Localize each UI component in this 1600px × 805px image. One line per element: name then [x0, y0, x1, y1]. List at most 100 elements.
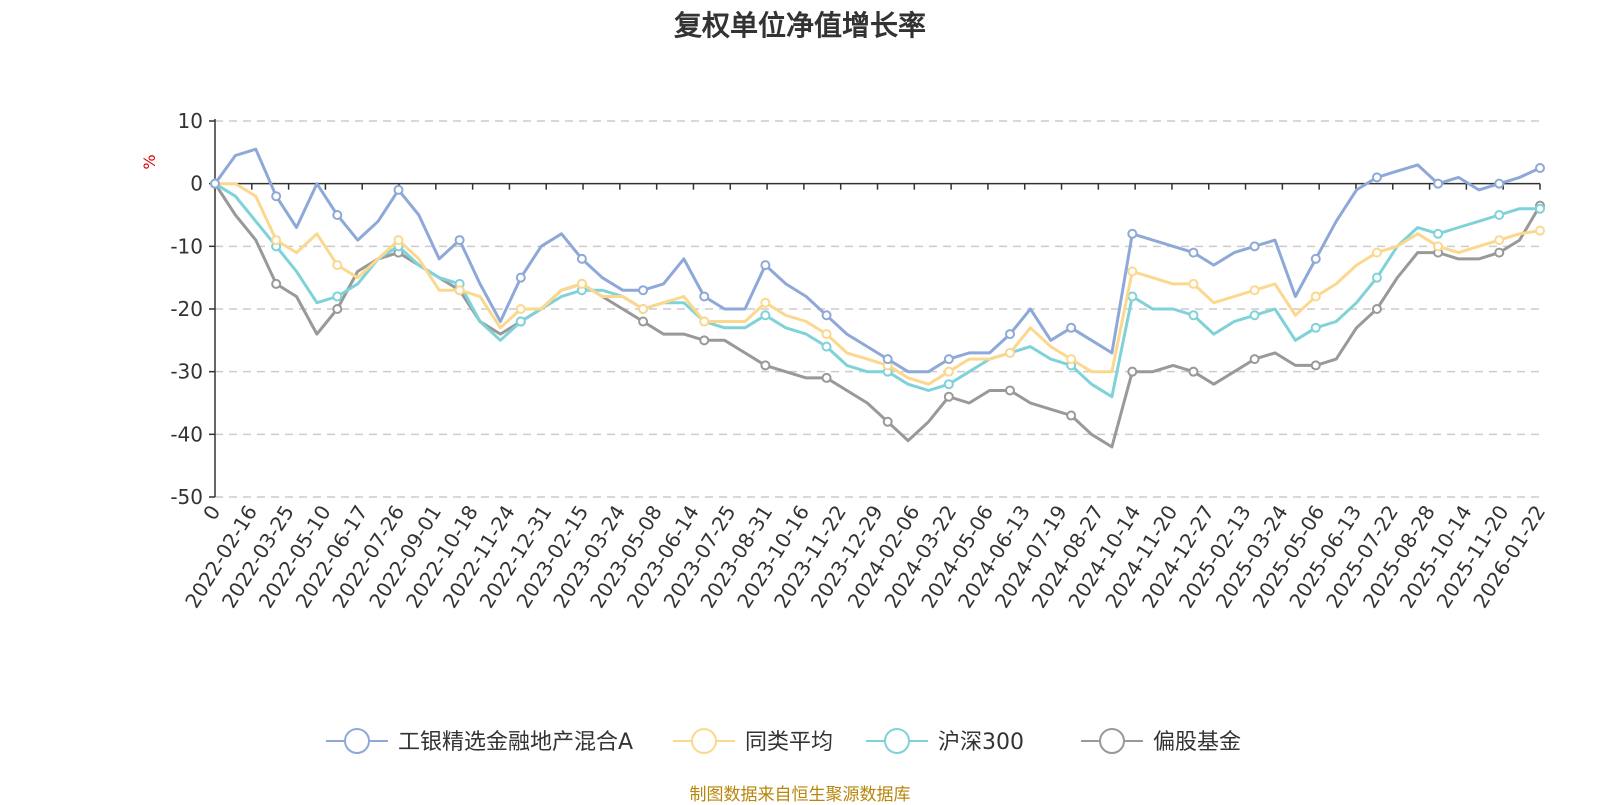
- series-0: [210, 147, 1545, 374]
- data-point: [1494, 247, 1505, 258]
- data-point: [1310, 253, 1321, 264]
- data-point: [821, 329, 832, 340]
- data-point: [1127, 228, 1138, 239]
- y-tick-label: -10: [170, 234, 203, 258]
- data-point: [332, 210, 343, 220]
- data-point: [699, 291, 710, 302]
- legend: 工银精选金融地产混合A 同类平均 沪深300 偏股基金: [326, 728, 1241, 755]
- y-tick-label: -20: [170, 297, 203, 321]
- data-point: [1249, 241, 1260, 252]
- data-point: [1249, 310, 1260, 321]
- legend-item[interactable]: 沪深300: [866, 728, 1024, 755]
- y-axis-label: %: [140, 154, 159, 169]
- data-point: [1494, 178, 1505, 189]
- series-lines: [210, 147, 1545, 449]
- data-point: [271, 278, 282, 289]
- y-tick-label: 0: [190, 172, 203, 196]
- data-point: [1066, 322, 1077, 333]
- y-tick-label: -40: [170, 422, 203, 446]
- data-point: [454, 235, 465, 246]
- series-2: [210, 178, 1545, 399]
- data-point: [1371, 304, 1382, 314]
- data-point: [1310, 322, 1321, 333]
- series-line: [213, 147, 1541, 374]
- data-point: [1188, 310, 1199, 321]
- data-point: [760, 260, 771, 271]
- data-point: [638, 316, 649, 327]
- data-source-footer: 制图数据来自恒生聚源数据库: [689, 785, 911, 805]
- data-point: [760, 360, 771, 371]
- legend-item[interactable]: 工银精选金融地产混合A: [326, 728, 633, 755]
- series-1: [210, 178, 1545, 386]
- data-point: [271, 235, 282, 246]
- data-point: [271, 191, 282, 202]
- data-point: [1535, 225, 1545, 236]
- data-point: [943, 391, 954, 402]
- legend-item[interactable]: 偏股基金: [1081, 728, 1241, 755]
- data-point: [760, 310, 771, 321]
- data-point: [1535, 163, 1545, 173]
- data-point: [1249, 285, 1260, 296]
- data-point: [760, 297, 771, 308]
- data-point: [332, 291, 343, 302]
- chart-title: 复权单位净值增长率: [673, 9, 926, 42]
- data-point: [638, 285, 649, 296]
- data-point: [515, 316, 526, 327]
- legend-label: 同类平均: [745, 730, 833, 755]
- data-point: [454, 285, 465, 296]
- data-point: [576, 278, 587, 289]
- data-point: [1005, 329, 1015, 340]
- data-point: [1535, 203, 1545, 214]
- x-tick-label: 0: [198, 501, 225, 525]
- data-point: [1371, 247, 1382, 258]
- data-point: [393, 184, 404, 195]
- data-point: [1127, 266, 1138, 277]
- data-point: [1433, 241, 1444, 252]
- data-point: [1066, 410, 1077, 421]
- data-point: [1188, 278, 1199, 289]
- data-point: [882, 354, 893, 365]
- data-point: [1127, 366, 1138, 377]
- data-point: [943, 379, 954, 390]
- data-point: [699, 335, 710, 346]
- data-point: [1494, 210, 1505, 220]
- data-point: [1310, 291, 1321, 302]
- data-point: [943, 354, 954, 365]
- legend-label: 工银精选金融地产混合A: [398, 730, 633, 755]
- data-point: [332, 304, 343, 314]
- data-point: [576, 253, 587, 264]
- data-point: [332, 260, 343, 271]
- data-point: [1494, 235, 1505, 246]
- data-point: [210, 178, 220, 189]
- data-point: [821, 341, 832, 352]
- legend-label: 偏股基金: [1153, 730, 1241, 755]
- data-point: [638, 304, 649, 314]
- data-point: [1127, 291, 1138, 302]
- y-tick-label: -50: [170, 485, 203, 509]
- data-point: [393, 235, 404, 246]
- y-tick-label: 10: [178, 109, 203, 133]
- data-point: [1249, 354, 1260, 365]
- legend-label: 沪深300: [938, 730, 1024, 755]
- data-point: [1188, 366, 1199, 377]
- data-point: [1310, 360, 1321, 371]
- grid-lines: [215, 120, 1540, 498]
- data-point: [1005, 385, 1015, 396]
- axes: 100-10-20-30-40-5002022-02-162022-03-252…: [170, 109, 1550, 612]
- data-point: [515, 304, 526, 314]
- data-point: [1433, 228, 1444, 239]
- data-point: [1066, 354, 1077, 365]
- legend-item[interactable]: 同类平均: [673, 728, 833, 755]
- data-point: [821, 372, 832, 383]
- data-point: [1371, 172, 1382, 183]
- data-point: [943, 366, 954, 377]
- data-point: [882, 416, 893, 427]
- data-point: [1005, 347, 1015, 358]
- data-point: [1433, 178, 1444, 189]
- data-point: [515, 272, 526, 283]
- data-point: [1371, 272, 1382, 283]
- y-tick-label: -30: [170, 360, 203, 384]
- data-point: [699, 316, 710, 327]
- data-point: [1188, 247, 1199, 258]
